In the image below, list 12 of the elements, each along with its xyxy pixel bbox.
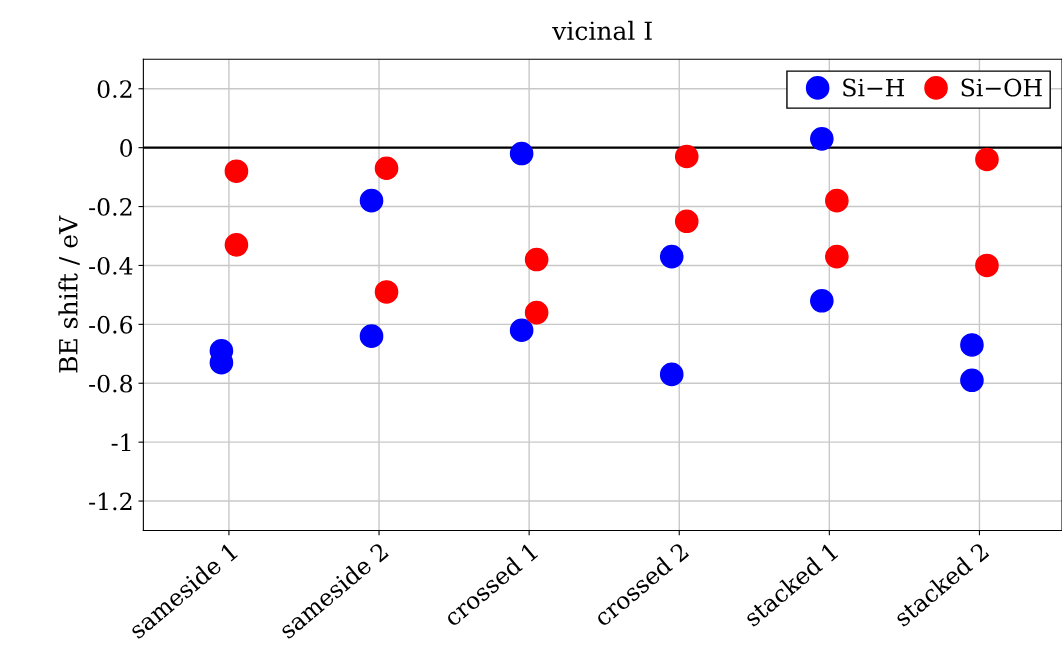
y-tick-label: 0 — [120, 139, 133, 157]
y-tick-label: -1.2 — [89, 492, 132, 511]
y-tick-label: 0.2 — [97, 80, 132, 99]
y-tick-label: -0.6 — [89, 315, 133, 334]
y-tick-label: -0.2 — [89, 198, 132, 216]
legend-label: Si−OH — [961, 78, 1042, 97]
y-tick-label: -0.8 — [89, 374, 133, 393]
y-tick-label: -0.4 — [89, 256, 133, 275]
chart-title: vicinal I — [552, 20, 652, 41]
y-tick-label: -1 — [111, 433, 131, 452]
y-axis-title: BE shift / eV — [58, 215, 80, 373]
legend-label: Si−H — [843, 78, 905, 97]
